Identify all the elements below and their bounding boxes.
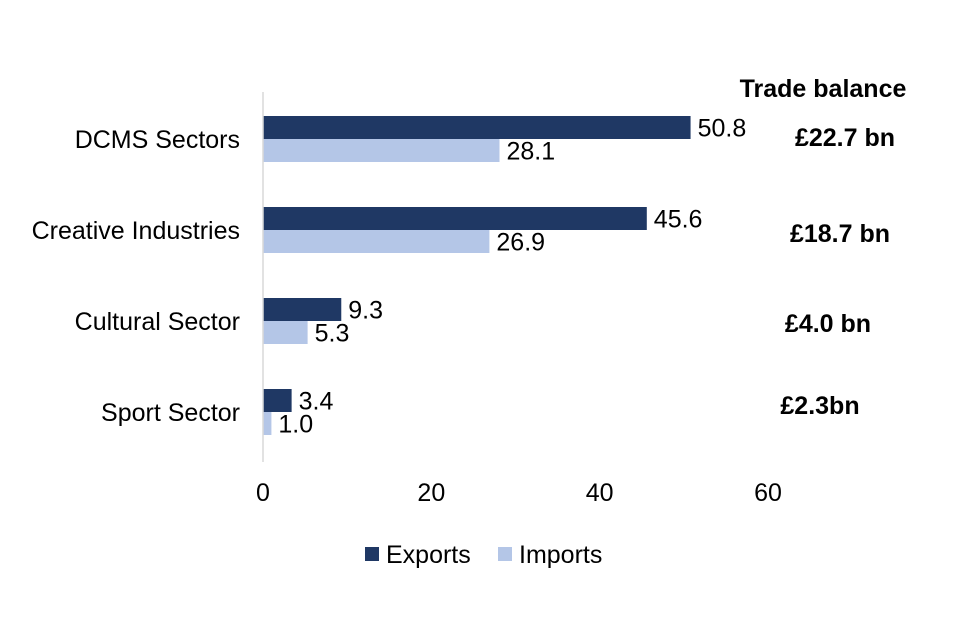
imports-legend-label: Imports <box>519 541 602 569</box>
category-label: Cultural Sector <box>75 308 240 336</box>
exports-legend-swatch <box>365 547 379 561</box>
trade-balance-value: £2.3bn <box>780 392 859 420</box>
trade-balance-value: £22.7 bn <box>795 124 895 152</box>
exports-bar <box>263 207 647 230</box>
exports-value-label: 50.8 <box>698 115 747 143</box>
exports-bar <box>263 116 691 139</box>
imports-legend-swatch <box>498 547 512 561</box>
exports-value-label: 9.3 <box>348 297 383 325</box>
trade-balance-value: £18.7 bn <box>790 220 890 248</box>
x-axis-ticks: 0 20 40 60 <box>256 479 782 507</box>
x-tick-label: 40 <box>586 479 614 507</box>
trade-balance-header: Trade balance <box>740 75 907 103</box>
category-label: DCMS Sectors <box>75 126 240 154</box>
imports-bar <box>263 412 272 435</box>
x-tick-label: 60 <box>754 479 782 507</box>
imports-bar <box>263 321 308 344</box>
category-label: Sport Sector <box>101 399 240 427</box>
category-label: Creative Industries <box>32 217 240 245</box>
exports-bar <box>263 389 292 412</box>
category-labels: DCMS Sectors Creative Industries Cultural … <box>32 126 240 427</box>
x-tick-label: 0 <box>256 479 270 507</box>
exports-value-label: 3.4 <box>299 388 334 416</box>
x-tick-label: 20 <box>417 479 445 507</box>
exports-value-label: 45.6 <box>654 206 703 234</box>
exports-bar <box>263 298 342 321</box>
value-labels: 50.8 28.1 45.6 26.9 9.35.3 3.41.0 <box>278 115 746 439</box>
bars-group <box>263 116 691 435</box>
trade-balance-value: £4.0 bn <box>785 310 871 338</box>
trade-balance-values: £22.7 bn £18.7 bn £4.0 bn £2.3bn <box>780 124 895 420</box>
imports-value-label: 1.0 <box>278 411 313 439</box>
exports-legend-label: Exports <box>386 541 471 569</box>
imports-value-label: 5.3 <box>315 320 350 348</box>
imports-value-label: 26.9 <box>496 229 545 257</box>
imports-bar <box>263 230 490 253</box>
imports-bar <box>263 139 500 162</box>
legend: Exports Imports <box>365 541 602 569</box>
imports-value-label: 28.1 <box>507 138 556 166</box>
